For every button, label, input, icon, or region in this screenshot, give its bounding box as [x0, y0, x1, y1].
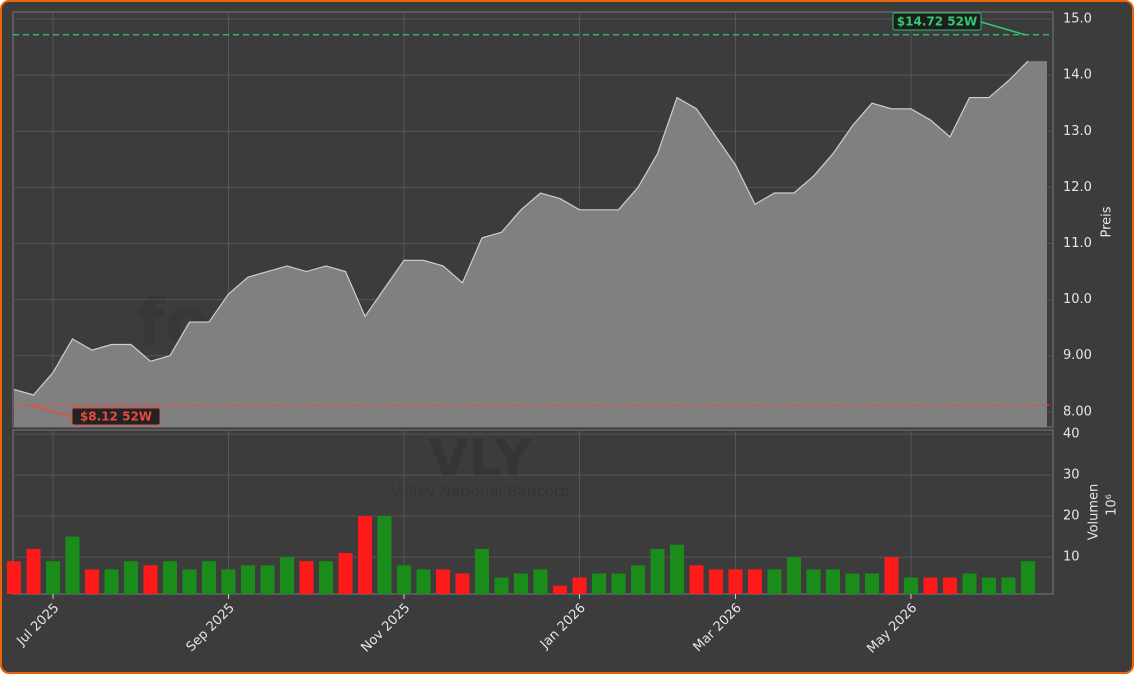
- volume-bar: [533, 569, 548, 594]
- y-axis-label: Preis: [1100, 206, 1115, 237]
- y-tick-label: 30: [1063, 468, 1080, 483]
- volume-bar: [650, 548, 665, 594]
- volume-bar: [962, 573, 977, 594]
- y-axis-unit: 10⁶: [1105, 494, 1120, 516]
- volume-bar: [104, 569, 119, 594]
- volume-bar: [221, 569, 236, 594]
- watermark: Valley National Bancorp: [391, 483, 570, 501]
- y-tick-label: 11.0: [1063, 236, 1092, 251]
- volume-bar: [494, 577, 509, 594]
- y-tick-label: 12.0: [1063, 180, 1092, 195]
- volume-bar: [787, 557, 801, 594]
- volume-bar: [767, 569, 782, 594]
- volume-bar: [514, 573, 528, 594]
- volume-bar: [670, 544, 684, 594]
- volume-bar: [728, 569, 743, 594]
- y-tick-label: 10.0: [1063, 292, 1092, 307]
- volume-bar: [923, 577, 938, 594]
- volume-bar: [85, 569, 99, 594]
- volume-bar: [358, 516, 372, 594]
- volume-bar: [65, 536, 80, 594]
- volume-bar: [709, 569, 723, 594]
- volume-bar: [826, 569, 840, 594]
- volume-bar: [241, 565, 255, 594]
- volume-bar: [436, 569, 450, 594]
- volume-bar: [611, 573, 626, 594]
- volume-panel: [12, 429, 1054, 595]
- y-tick-label: 9.00: [1063, 348, 1092, 363]
- volume-bar: [475, 548, 489, 594]
- volume-bar: [124, 561, 138, 594]
- volume-bar: [163, 561, 177, 594]
- y-tick-label: 8.00: [1063, 404, 1092, 419]
- volume-bar: [143, 565, 158, 594]
- volume-bar: [299, 561, 314, 594]
- volume-bar: [943, 577, 957, 594]
- volume-bar: [202, 561, 216, 594]
- volume-bar: [416, 569, 431, 594]
- y-axis-label: Volumen: [1087, 484, 1102, 541]
- volume-bar: [865, 573, 879, 594]
- volume-bar: [806, 569, 821, 594]
- volume-bar: [1021, 561, 1035, 594]
- volume-bar: [397, 565, 411, 594]
- volume-bar: [319, 561, 333, 594]
- volume-bar: [280, 557, 294, 594]
- annotation: $14.72 52W: [897, 15, 977, 29]
- volume-bar: [260, 565, 275, 594]
- y-tick-label: 13.0: [1063, 124, 1092, 139]
- volume-bar: [1001, 577, 1016, 594]
- volume-bar: [884, 557, 899, 594]
- volume-bar: [845, 573, 860, 594]
- y-tick-label: 40: [1063, 427, 1080, 442]
- annotation-arrow: [980, 21, 1026, 36]
- volume-bar: [592, 573, 606, 594]
- volume-bar: [7, 561, 21, 594]
- volume-bar: [338, 553, 353, 594]
- annotation-arrow: [29, 404, 73, 418]
- price-line: [13, 60, 1029, 396]
- annotation-box: [892, 12, 982, 31]
- volume-bar: [748, 569, 762, 594]
- price-area: [14, 61, 1047, 427]
- volume-bar: [46, 561, 60, 594]
- y-tick-label: 15.0: [1063, 12, 1092, 27]
- y-tick-label: 10: [1063, 550, 1080, 565]
- volume-bar: [982, 577, 996, 594]
- volume-bar: [631, 565, 645, 594]
- volume-bar: [455, 573, 470, 594]
- volume-bar: [553, 585, 567, 594]
- volume-bar: [26, 548, 41, 594]
- volume-bar: [904, 577, 918, 594]
- watermark: VLY: [429, 429, 533, 489]
- volume-bar: [377, 516, 392, 594]
- y-tick-label: 20: [1063, 509, 1080, 524]
- volume-bar: [572, 577, 587, 594]
- volume-bar: [182, 569, 197, 594]
- y-tick-label: 14.0: [1063, 68, 1092, 83]
- annotation: $8.12 52W: [80, 410, 152, 424]
- volume-bar: [689, 565, 704, 594]
